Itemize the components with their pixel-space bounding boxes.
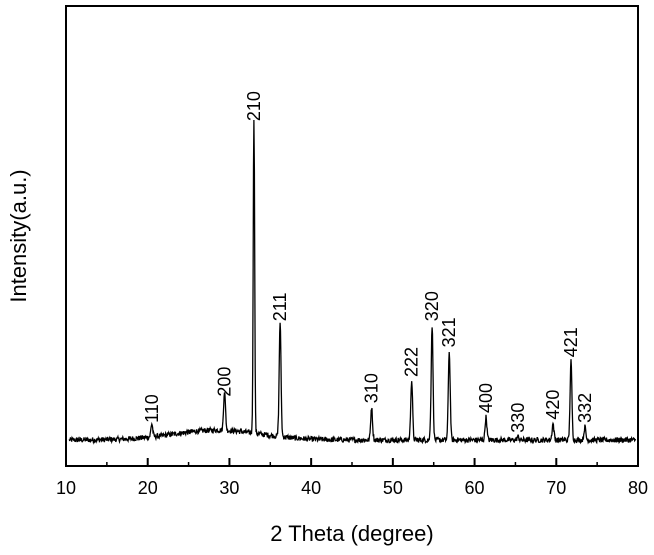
plot-area: 10 20 30 40 50 60 70 80 110 200 210 211 310 222 32032… [56, 5, 648, 498]
x-axis-label: 2 Theta (degree) [270, 521, 433, 546]
x-tick-label: 40 [301, 478, 321, 498]
peak-label: 210 [244, 91, 264, 121]
x-tick-label: 80 [628, 478, 648, 498]
x-axis-ticks: 10 20 30 40 50 60 70 80 [56, 458, 648, 498]
diffraction-pattern-line [68, 119, 637, 445]
peak-label: 110 [142, 394, 162, 423]
x-tick-label: 60 [465, 478, 485, 498]
peak-label: 310 [362, 373, 382, 403]
peak-label: 222 [402, 347, 422, 377]
peak-label: 320 [422, 291, 442, 321]
x-tick-label: 70 [546, 478, 566, 498]
peak-label: 400 [476, 383, 496, 413]
peak-label: 420 [543, 390, 563, 420]
peak-label: 330 [508, 403, 528, 433]
peak-label: 332 [575, 393, 595, 423]
peak-label: 421 [561, 327, 581, 357]
peak-label: 200 [215, 367, 235, 397]
peak-label: 211 [270, 292, 290, 321]
y-axis-label: Intensity(a.u.) [6, 169, 31, 302]
x-tick-label: 10 [56, 478, 76, 498]
x-tick-label: 20 [138, 478, 158, 498]
peak-label: 321 [439, 317, 459, 347]
x-tick-label: 30 [219, 478, 239, 498]
x-tick-label: 50 [383, 478, 403, 498]
